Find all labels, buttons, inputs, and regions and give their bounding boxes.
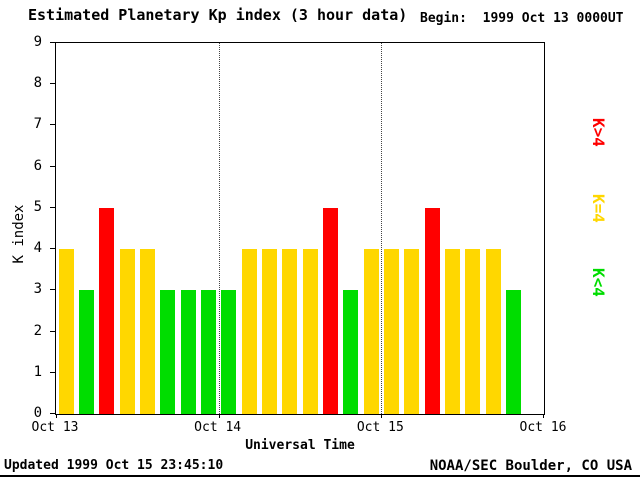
kp-bar <box>424 207 440 414</box>
y-tick-label: 8 <box>33 75 42 92</box>
begin-spacer <box>467 11 483 26</box>
x-tick-mark <box>56 414 57 418</box>
day-boundary-gridline <box>381 43 383 414</box>
x-tick-label: Oct 14 <box>194 420 242 435</box>
x-tick-label: Oct 16 <box>519 420 567 435</box>
credit-text: NOAA/SEC Boulder, CO USA <box>429 458 632 474</box>
begin-label: Begin: <box>420 11 467 26</box>
y-tick-mark <box>50 165 55 167</box>
kp-bar <box>200 290 216 414</box>
y-tick-mark <box>50 413 55 414</box>
y-tick-label: 6 <box>33 157 42 174</box>
y-tick-mark <box>50 42 55 43</box>
y-tick-label: 2 <box>33 322 42 339</box>
kp-bar <box>119 249 135 414</box>
kp-bar <box>485 249 501 414</box>
x-tick-label: Oct 15 <box>356 420 404 435</box>
kp-bar <box>99 207 115 414</box>
begin-timestamp: Begin: 1999 Oct 13 0000UT <box>420 11 624 26</box>
y-tick-label: 5 <box>33 198 42 215</box>
kp-bar <box>465 249 481 414</box>
kp-bar <box>383 249 399 414</box>
kp-bar <box>139 249 155 414</box>
kp-bar <box>404 249 420 414</box>
x-axis-title: Universal Time <box>245 438 355 453</box>
y-tick-mark <box>50 248 55 250</box>
kp-bar <box>282 249 298 414</box>
kp-bar <box>363 249 379 414</box>
y-tick-mark <box>50 371 55 373</box>
kp-bar <box>180 290 196 414</box>
legend-item: K>4 <box>589 118 608 147</box>
day-boundary-gridline <box>218 43 220 414</box>
kp-bar <box>241 249 257 414</box>
bottom-divider <box>0 475 640 477</box>
kp-bar <box>78 290 94 414</box>
x-tick-label: Oct 13 <box>31 420 79 435</box>
x-tick-mark <box>543 414 544 418</box>
kp-bar <box>221 290 237 414</box>
y-tick-mark <box>50 83 55 85</box>
kp-bar <box>58 249 74 414</box>
y-tick-label: 0 <box>33 405 42 421</box>
y-tick-mark <box>50 206 55 208</box>
kp-bar <box>160 290 176 414</box>
y-tick-mark <box>50 289 55 291</box>
kp-bar <box>261 249 277 414</box>
y-tick-label: 3 <box>33 281 42 298</box>
begin-value: 1999 Oct 13 0000UT <box>482 11 624 26</box>
chart-title: Estimated Planetary Kp index (3 hour dat… <box>28 6 408 24</box>
y-tick-label: 1 <box>33 363 42 380</box>
kp-bar <box>322 207 338 414</box>
kp-bar <box>343 290 359 414</box>
y-tick-mark <box>50 330 55 332</box>
x-axis-labels: Oct 13 Oct 14 Oct 15 Oct 16 <box>32 420 567 436</box>
plot-area <box>55 42 545 418</box>
legend-item: K=4 <box>589 194 608 223</box>
y-tick-mark <box>50 124 55 126</box>
y-tick-label: 4 <box>33 240 42 257</box>
y-tick-label: 9 <box>33 34 42 50</box>
kp-bar <box>505 290 521 414</box>
legend-item: K<4 <box>589 268 608 297</box>
updated-text: Updated 1999 Oct 15 23:45:10 <box>4 458 224 473</box>
legend: K>4 K=4 K<4 <box>589 0 615 430</box>
kp-bar <box>302 249 318 414</box>
y-tick-label: 7 <box>33 116 42 133</box>
x-tick-mark <box>218 414 220 418</box>
x-tick-mark <box>381 414 383 418</box>
kp-bar <box>444 249 460 414</box>
y-axis-labels: 0 1 2 3 4 5 6 7 8 9 <box>0 34 55 421</box>
